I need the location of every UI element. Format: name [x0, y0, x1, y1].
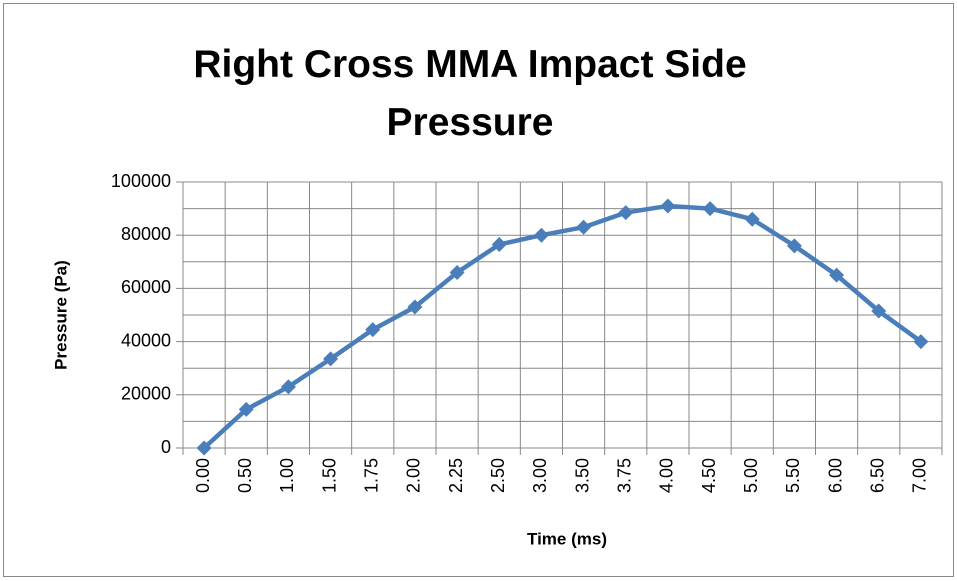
- series-line: [202, 203, 923, 450]
- data-point: [323, 351, 339, 367]
- data-point: [196, 440, 212, 456]
- y-tick-label: 0: [161, 437, 171, 457]
- data-point: [829, 267, 845, 283]
- data-point: [280, 379, 296, 395]
- data-point: [660, 198, 676, 214]
- x-tick-label: 3.00: [530, 458, 550, 493]
- y-tick-label: 20000: [121, 384, 171, 404]
- data-point: [744, 211, 760, 227]
- y-tick-label: 60000: [121, 277, 171, 297]
- x-tick-label: 4.50: [699, 458, 719, 493]
- x-tick-label: 1.00: [277, 458, 297, 493]
- x-tick-label: 7.00: [910, 458, 930, 493]
- data-point: [576, 219, 592, 235]
- data-point: [786, 238, 802, 254]
- x-tick-label: 5.50: [783, 458, 803, 493]
- data-point: [238, 401, 254, 417]
- data-point: [449, 264, 465, 280]
- x-tick-label: 6.50: [868, 458, 888, 493]
- data-point: [491, 237, 507, 253]
- data-point: [913, 334, 929, 350]
- data-point: [365, 322, 381, 338]
- y-axis-title: Pressure (Pa): [51, 260, 70, 370]
- x-tick-label: 5.00: [741, 458, 761, 493]
- y-tick-label: 100000: [111, 171, 171, 191]
- y-tick-label: 80000: [121, 224, 171, 244]
- x-tick-label: 0.00: [193, 458, 213, 493]
- y-tick-label: 40000: [121, 330, 171, 350]
- data-point: [702, 201, 718, 217]
- x-tick-label: 2.25: [446, 458, 466, 493]
- x-tick-label: 3.75: [615, 458, 635, 493]
- x-tick-label: 2.00: [404, 458, 424, 493]
- x-tick-label: 0.50: [235, 458, 255, 493]
- x-tick-label: 6.00: [825, 458, 845, 493]
- x-tick-label: 2.50: [488, 458, 508, 493]
- data-point: [618, 205, 634, 221]
- data-point: [533, 227, 549, 243]
- x-tick-label: 4.00: [657, 458, 677, 493]
- x-tick-label: 1.75: [362, 458, 382, 493]
- data-point: [871, 303, 887, 319]
- x-axis-title: Time (ms): [527, 529, 607, 548]
- x-tick-label: 3.50: [572, 458, 592, 493]
- x-tick-label: 1.50: [319, 458, 339, 493]
- chart-title: Right Cross MMA Impact Side Pressure: [193, 43, 747, 144]
- data-point: [407, 299, 423, 315]
